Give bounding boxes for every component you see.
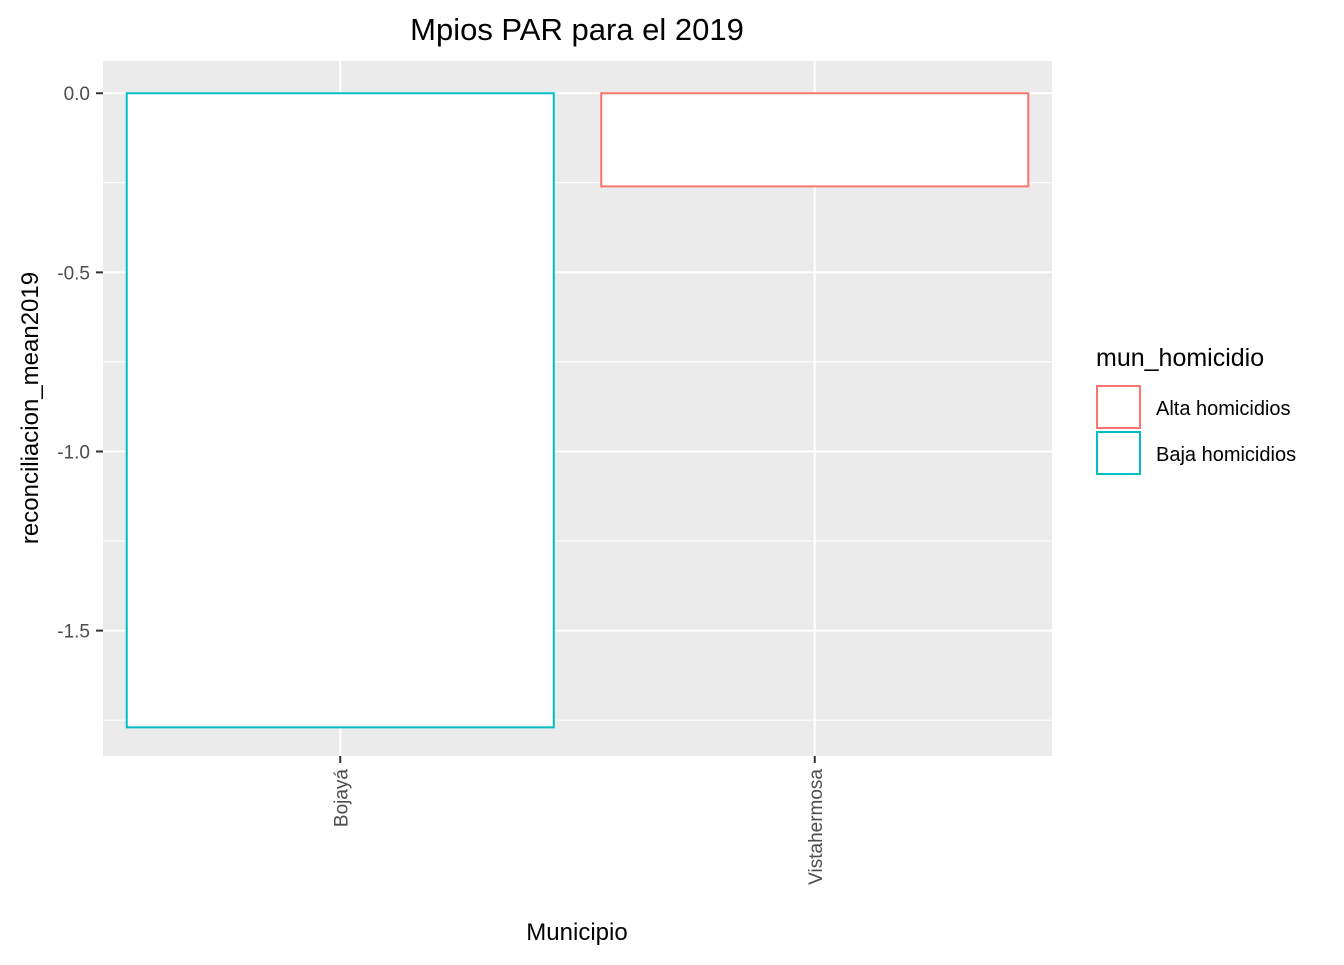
y-tick-label: -1.0: [57, 442, 90, 463]
y-tick-label: -1.5: [57, 622, 90, 643]
bars: [125, 92, 1030, 729]
legend-label-1: Alta homicidios: [1156, 398, 1291, 420]
legend-key-1: [1096, 385, 1141, 429]
x-tick-label: Vistahermosa: [806, 769, 827, 885]
bar-1: [125, 92, 555, 729]
y-axis: 0.0 -0.5 -1.0 -1.5: [57, 84, 103, 643]
legend-key-2: [1096, 431, 1141, 475]
legend-label-2: Baja homicidios: [1156, 444, 1296, 466]
legend-title: mun_homicidio: [1096, 344, 1264, 372]
legend-entries: Alta homicidios Baja homicidios: [1096, 385, 1296, 475]
bar-2: [600, 92, 1030, 188]
y-tick-label: 0.0: [64, 84, 90, 105]
chart-title: Mpios PAR para el 2019: [410, 12, 744, 47]
y-tick-label: -0.5: [57, 263, 90, 284]
x-axis-title: Municipio: [526, 919, 627, 946]
x-axis: Bojayá Vistahermosa: [331, 756, 827, 885]
y-axis-title: reconciliacion_mean2019: [17, 272, 44, 544]
legend: mun_homicidio Alta homicidios Baja homici…: [1096, 344, 1296, 475]
x-tick-label: Bojayá: [331, 769, 352, 828]
